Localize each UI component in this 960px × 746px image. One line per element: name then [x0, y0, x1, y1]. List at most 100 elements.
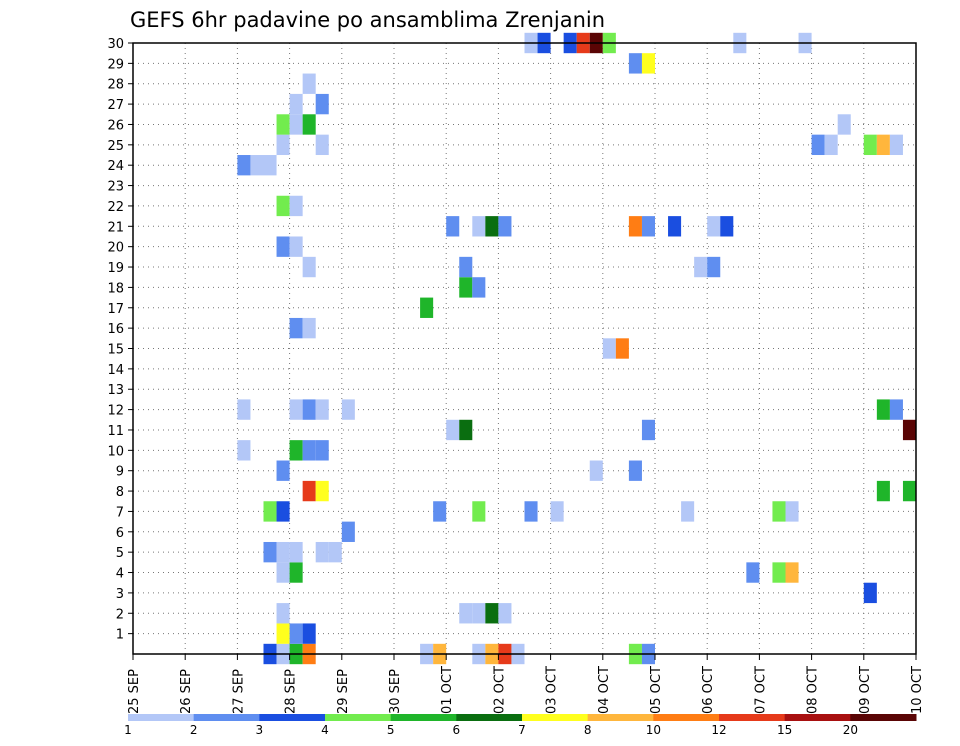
heatmap-cell: [863, 134, 877, 156]
heatmap-cell: [628, 460, 642, 481]
y-tick-label: 5: [116, 546, 124, 561]
y-tick-label: 3: [116, 587, 124, 602]
heatmap-cell: [472, 216, 486, 237]
heatmap-cell: [876, 134, 890, 156]
y-tick-label: 8: [116, 485, 124, 500]
heatmap-cell: [628, 216, 642, 237]
heatmap-cell: [459, 256, 473, 278]
heatmap-cell: [289, 399, 303, 420]
heatmap-cell: [289, 440, 303, 461]
heatmap-cell: [681, 501, 695, 522]
colorbar-swatch: [522, 714, 589, 721]
colorbar-swatch: [587, 714, 654, 721]
x-tick-label: 29 SEP: [336, 669, 351, 714]
y-tick-label: 19: [107, 261, 124, 276]
x-tick-label: 03 OCT: [545, 666, 560, 714]
colorbar-label: 6: [453, 723, 461, 737]
heatmap-cell: [289, 195, 303, 217]
heatmap-cell: [341, 399, 355, 420]
heatmap-cell: [472, 277, 486, 298]
x-tick-label: 04 OCT: [597, 666, 612, 714]
heatmap-cell: [641, 419, 655, 441]
y-tick-label: 11: [107, 424, 124, 439]
heatmap-cell: [628, 53, 642, 74]
colorbar-label: 12: [711, 723, 726, 737]
heatmap-cell: [263, 541, 277, 563]
x-tick-label: 06 OCT: [701, 666, 716, 714]
heatmap-cell: [811, 134, 825, 156]
heatmap-cell: [289, 623, 303, 644]
heatmap-cell: [459, 277, 473, 298]
heatmap-cell: [315, 134, 329, 156]
y-tick-label: 30: [107, 37, 124, 52]
heatmap-cell: [459, 603, 473, 624]
colorbar-swatch: [390, 714, 457, 721]
heatmap-cell: [237, 155, 251, 176]
colorbar-label: 20: [843, 723, 858, 737]
colorbar-label: 3: [256, 723, 264, 737]
heatmap-cell: [328, 541, 342, 563]
x-tick-label: 09 OCT: [858, 666, 873, 714]
heatmap-cell: [276, 562, 290, 583]
heatmap-cell: [876, 480, 890, 502]
y-tick-label: 22: [107, 200, 124, 215]
heatmap-cell: [694, 256, 708, 278]
colorbar-swatch: [128, 714, 195, 721]
heatmap-cell: [472, 501, 486, 522]
heatmap-cell: [315, 93, 329, 115]
chart-title: GEFS 6hr padavine po ansamblima Zrenjani…: [130, 8, 605, 32]
heatmap-cell: [707, 216, 721, 237]
heatmap-cell: [315, 440, 329, 461]
colorbar: 1 2 3 4 5 6 7 8 10 12 15 20: [124, 714, 917, 737]
heatmap-cell: [250, 155, 264, 176]
x-tick-label: 07 OCT: [753, 666, 768, 714]
y-tick-label: 6: [116, 526, 124, 541]
heatmap-cell: [772, 562, 786, 583]
heatmap-cell: [707, 256, 721, 278]
heatmap-cell: [302, 114, 316, 135]
colorbar-swatch: [259, 714, 326, 721]
colorbar-swatch: [325, 714, 392, 721]
heatmap-cell: [289, 317, 303, 339]
heatmap-cell: [420, 297, 434, 318]
heatmap-cell: [302, 623, 316, 644]
x-tick-label: 08 OCT: [806, 666, 821, 714]
x-tick-label: 05 OCT: [649, 666, 664, 714]
heatmap-cell: [302, 317, 316, 339]
x-tick-label: 02 OCT: [492, 666, 507, 714]
heatmap-cell: [289, 114, 303, 135]
x-tick-label: 27 SEP: [231, 669, 246, 714]
heatmap-cell: [889, 134, 903, 156]
heatmap-cell: [524, 501, 538, 522]
heatmap-cell: [485, 216, 499, 237]
heatmap-cell: [824, 134, 838, 156]
x-tick-label: 26 SEP: [179, 669, 194, 714]
heatmap-cell: [263, 155, 277, 176]
heatmap-cell: [485, 603, 499, 624]
heatmap-cells: [237, 32, 916, 665]
heatmap-cell: [276, 134, 290, 156]
colorbar-label: 8: [584, 723, 592, 737]
y-tick-label: 27: [107, 98, 124, 113]
heatmap-cell: [902, 419, 916, 441]
colorbar-label: 2: [190, 723, 198, 737]
heatmap-cell: [302, 256, 316, 278]
heatmap-cell: [263, 501, 277, 522]
x-tick-label: 25 SEP: [127, 669, 142, 714]
heatmap-cell: [641, 53, 655, 74]
heatmap-cell: [785, 562, 799, 583]
heatmap-cell: [302, 73, 316, 94]
y-tick-label: 23: [107, 180, 124, 195]
heatmap-cell: [289, 236, 303, 257]
colorbar-swatch: [653, 714, 720, 721]
heatmap-cell: [641, 216, 655, 237]
heatmap-cell: [276, 195, 290, 217]
colorbar-label: 4: [321, 723, 329, 737]
heatmap-cell: [459, 419, 473, 441]
colorbar-swatch: [456, 714, 523, 721]
colorbar-label: 7: [518, 723, 526, 737]
heatmap-cell: [276, 236, 290, 257]
heatmap-cell: [720, 216, 734, 237]
y-tick-label: 16: [107, 322, 124, 337]
